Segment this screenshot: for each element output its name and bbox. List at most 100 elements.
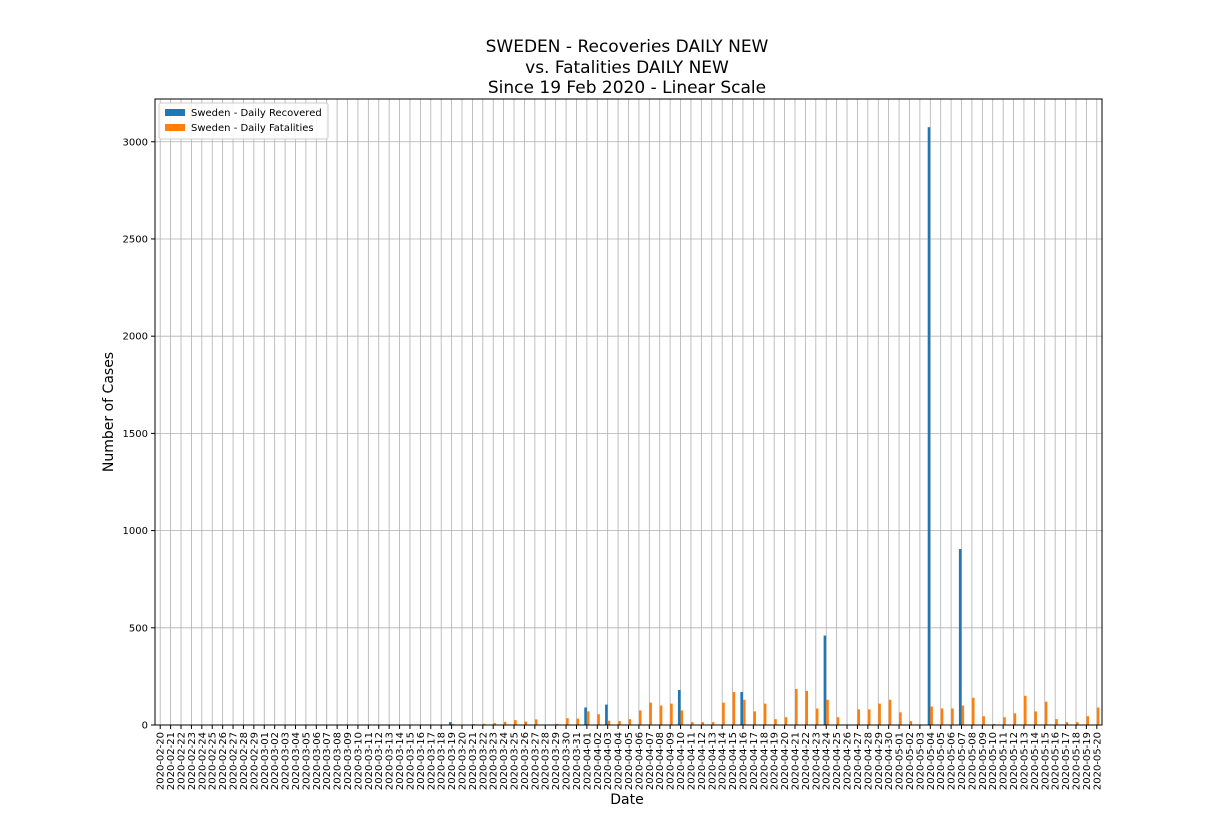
x-tick-label: 2020-03-15 [405,732,416,790]
bar-fatalities [733,692,736,725]
bar-fatalities [639,710,642,725]
bar-fatalities [962,706,965,725]
x-tick-label: 2020-04-30 [884,732,895,790]
x-tick-label: 2020-04-20 [780,732,791,790]
y-tick-label: 2500 [123,234,148,245]
x-tick-label: 2020-04-14 [718,732,729,790]
x-tick-label: 2020-02-27 [229,732,240,790]
x-tick-label: 2020-04-21 [791,732,802,790]
bar-fatalities [868,709,871,725]
x-tick-label: 2020-02-23 [187,732,198,790]
x-tick-label: 2020-05-15 [1040,732,1051,790]
x-tick-label: 2020-03-22 [478,732,489,790]
x-tick-label: 2020-04-29 [874,732,885,790]
x-tick-label: 2020-04-22 [801,732,812,790]
x-tick-label: 2020-03-26 [520,732,531,790]
x-tick-label: 2020-04-05 [624,732,635,790]
x-tick-label: 2020-02-28 [239,732,250,790]
bar-fatalities [576,719,579,725]
y-tick-label: 2000 [123,332,148,343]
x-tick-label: 2020-03-17 [426,732,437,790]
x-tick-label: 2020-03-01 [260,732,271,790]
x-tick-label: 2020-04-24 [822,732,833,790]
y-tick-label: 3000 [123,137,148,148]
x-tick-label: 2020-03-31 [572,732,583,790]
bar-fatalities [670,704,673,725]
x-tick-label: 2020-04-09 [666,732,677,790]
x-tick-label: 2020-05-19 [1082,732,1093,790]
chart-title-line-1: SWEDEN - Recoveries DAILY NEW [486,37,769,57]
x-tick-label: 2020-04-25 [832,732,843,790]
bar-fatalities [629,719,632,725]
x-tick-label: 2020-05-09 [978,732,989,790]
bar-recovered [959,549,962,725]
x-tick-label: 2020-04-07 [645,732,656,790]
bar-fatalities [899,712,902,725]
x-tick-label: 2020-03-30 [562,732,573,790]
x-tick-label: 2020-04-10 [676,732,687,790]
bar-fatalities [608,721,611,725]
x-tick-label: 2020-03-25 [510,732,521,790]
x-tick-label: 2020-03-07 [322,732,333,790]
legend-swatch [165,124,185,131]
bar-fatalities [524,722,527,725]
x-tick-label: 2020-05-08 [967,732,978,790]
bar-fatalities [764,704,767,725]
x-tick-label: 2020-05-05 [936,732,947,790]
bar-fatalities [1045,702,1048,725]
bar-recovered [928,127,931,725]
x-tick-label: 2020-03-24 [499,732,510,790]
x-tick-label: 2020-03-05 [301,732,312,790]
x-tick-label: 2020-03-27 [530,732,541,790]
bar-fatalities [795,689,798,725]
bar-fatalities [618,721,621,725]
x-tick-label: 2020-02-29 [249,732,260,790]
x-tick-label: 2020-05-12 [1009,732,1020,790]
x-tick-label: 2020-03-19 [447,732,458,790]
bar-fatalities [785,717,788,725]
bar-fatalities [649,703,652,725]
bar-fatalities [566,718,569,725]
x-tick-label: 2020-04-23 [811,732,822,790]
bar-recovered [605,705,608,725]
x-tick-label: 2020-03-28 [541,732,552,790]
x-tick-label: 2020-05-11 [999,732,1010,790]
x-tick-label: 2020-03-14 [395,732,406,790]
bar-fatalities [816,708,819,725]
x-tick-label: 2020-03-12 [374,732,385,790]
x-tick-label: 2020-03-04 [291,732,302,790]
bar-fatalities [1034,711,1037,725]
x-tick-label: 2020-05-01 [895,732,906,790]
x-tick-label: 2020-05-10 [988,732,999,790]
bar-fatalities [951,708,954,725]
bar-fatalities [982,716,985,725]
x-tick-label: 2020-03-03 [281,732,292,790]
bar-fatalities [805,691,808,725]
x-tick-label: 2020-04-27 [853,732,864,790]
x-tick-label: 2020-04-06 [634,732,645,790]
bar-fatalities [597,714,600,725]
x-tick-label: 2020-05-14 [1030,732,1041,790]
bar-recovered [584,708,587,725]
legend-label: Sweden - Daily Recovered [191,108,322,119]
bar-fatalities [681,710,684,725]
bar-fatalities [722,703,725,725]
x-tick-label: 2020-05-04 [926,732,937,790]
x-tick-label: 2020-03-06 [312,732,323,790]
y-tick-label: 1500 [123,429,148,440]
bar-fatalities [826,700,829,725]
x-tick-label: 2020-05-17 [1061,732,1072,790]
x-tick-label: 2020-03-10 [353,732,364,790]
x-tick-label: 2020-04-08 [655,732,666,790]
y-axis-title: Number of Cases [101,352,117,472]
bar-fatalities [878,704,881,725]
bar-fatalities [753,711,756,725]
x-tick-label: 2020-04-26 [843,732,854,790]
y-tick-label: 0 [142,721,148,732]
x-tick-label: 2020-02-21 [166,732,177,790]
x-tick-label: 2020-04-11 [686,732,697,790]
